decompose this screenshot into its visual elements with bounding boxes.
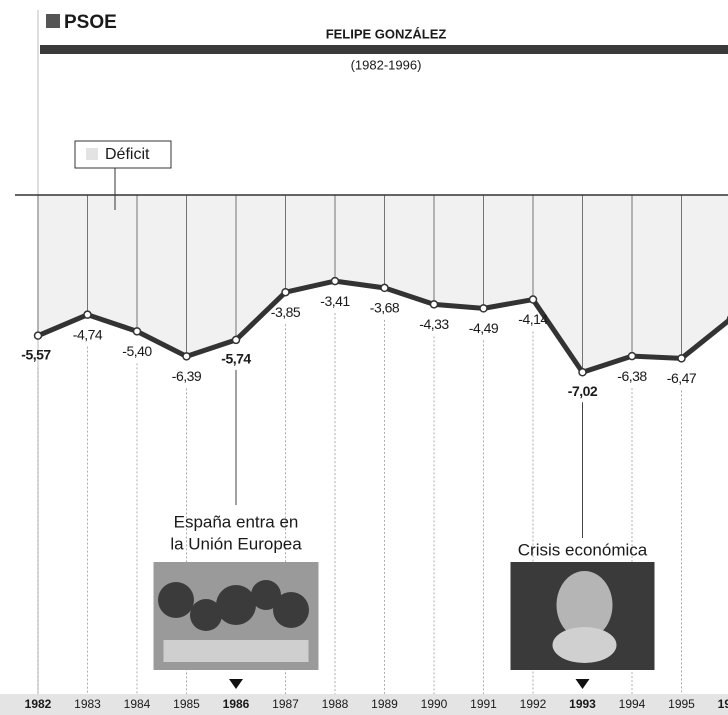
photo-table — [163, 640, 309, 662]
photo-figure — [190, 599, 222, 631]
x-tick-label: 1994 — [619, 697, 646, 711]
point — [677, 354, 686, 363]
value-label: -7,02 — [568, 383, 598, 399]
photo-figure — [158, 582, 194, 618]
value-label: -5,74 — [221, 351, 251, 367]
point — [33, 331, 43, 340]
point — [330, 276, 340, 286]
x-tick-label: 1990 — [421, 697, 448, 711]
value-label: -6,47 — [667, 370, 697, 386]
point — [380, 283, 389, 293]
plot: -5,57 -4,74 -5,40 -6,39 -5,74 -3,85 -3,41 -3,68… — [15, 194, 728, 694]
legend-label: Déficit — [105, 146, 150, 163]
area — [38, 195, 728, 373]
year-band — [0, 694, 728, 715]
x-tick-label: 1996 — [718, 697, 728, 711]
point — [528, 295, 538, 304]
logo-icon — [46, 14, 60, 28]
chart-subtitle: (1982-1996) — [351, 57, 422, 72]
point — [429, 300, 439, 309]
value-label: -6,38 — [617, 368, 647, 384]
annotation: la Unión Europea — [170, 534, 302, 553]
value-label: -4,49 — [469, 320, 499, 336]
value-label: -5,40 — [122, 343, 152, 359]
value-label: -3,68 — [370, 300, 400, 316]
marker-triangle — [575, 679, 590, 689]
overlay: 1982 1983 1984 1985 1986 1987 1988 1989 1990 1991… — [25, 140, 728, 711]
value-label: -4,14 — [518, 311, 548, 327]
x-tick-label: 1987 — [272, 697, 299, 711]
x-tick-label: 1993 — [569, 697, 596, 711]
x-tick-label: 1992 — [520, 697, 547, 711]
annotation: España entra en — [174, 512, 299, 531]
x-tick-label: 1985 — [173, 697, 200, 711]
point — [83, 310, 92, 319]
value-label: -4,74 — [73, 326, 103, 342]
point — [578, 368, 587, 377]
logo: PSOE — [64, 12, 117, 33]
value-label: -4,33 — [419, 316, 449, 332]
photo — [153, 562, 319, 670]
chart-title: FELIPE GONZÁLEZ — [326, 26, 447, 41]
photo — [510, 562, 655, 670]
point — [231, 335, 241, 345]
value-label: -5,57 — [21, 346, 51, 362]
x-tick-label: 1991 — [470, 697, 497, 711]
photo-hands — [552, 627, 617, 663]
value-label: -3,85 — [271, 304, 301, 320]
value-label: -3,41 — [320, 293, 350, 309]
x-tick-label: 1995 — [668, 697, 695, 711]
point — [281, 287, 290, 297]
x-tick-label: 1988 — [322, 697, 349, 711]
title-bar — [40, 45, 728, 54]
point — [627, 351, 637, 361]
legend-swatch — [86, 148, 98, 160]
value-label: -6,39 — [172, 368, 202, 384]
x-tick-label: 1986 — [223, 697, 250, 711]
point — [182, 352, 191, 361]
x-tick-label: 1983 — [74, 697, 101, 711]
x-tick-label: 1982 — [25, 697, 52, 711]
annotation: Crisis económica — [518, 540, 648, 559]
photo-figure — [251, 580, 281, 610]
x-tick-label: 1989 — [371, 697, 398, 711]
marker-triangle — [229, 679, 243, 689]
photo-figure — [273, 592, 309, 628]
point — [479, 304, 488, 313]
point — [132, 327, 142, 336]
photo-figure — [216, 585, 256, 625]
photo-face — [556, 571, 613, 639]
x-tick-label: 1984 — [124, 697, 151, 711]
